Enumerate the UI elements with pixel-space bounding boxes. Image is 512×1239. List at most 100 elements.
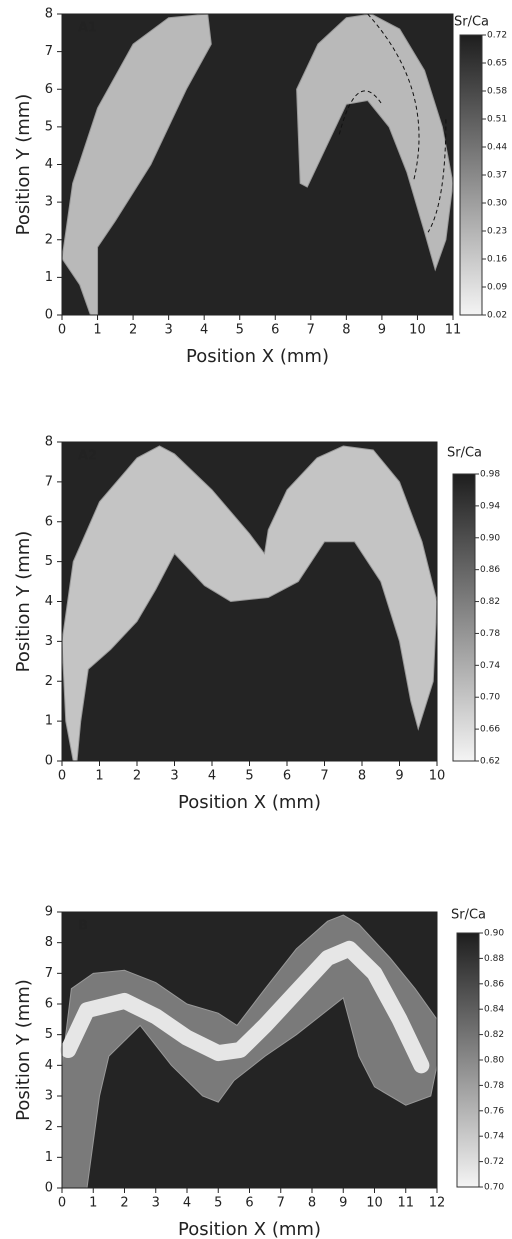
x-tick-label: 5: [236, 323, 244, 338]
y-tick-label: 3: [45, 195, 53, 210]
x-tick-label: 3: [170, 769, 178, 784]
colorbar-tick-label: 0.84: [484, 1005, 504, 1015]
x-tick-label: 6: [283, 769, 291, 784]
y-tick-label: 1: [45, 1150, 53, 1165]
x-axis-label: Position X (mm): [178, 1219, 321, 1239]
x-tick-label: 10: [429, 769, 446, 784]
colorbar-tick-label: 0.58: [487, 87, 507, 97]
x-tick-label: 4: [208, 769, 216, 784]
y-tick-label: 4: [45, 157, 53, 172]
y-tick-label: 3: [45, 1089, 53, 1104]
colorbar-tick-label: 0.82: [484, 1030, 504, 1040]
colorbar-tick-label: 0.62: [480, 757, 500, 767]
x-tick-label: 10: [366, 1196, 383, 1211]
x-tick-label: 2: [133, 769, 141, 784]
colorbar: [457, 933, 479, 1187]
x-tick-label: 12: [429, 1196, 446, 1211]
y-tick-label: 9: [45, 905, 53, 920]
colorbar-tick-label: 0.37: [487, 171, 507, 181]
colorbar-tick-label: 0.66: [480, 725, 500, 735]
colorbar-tick-label: 0.88: [484, 954, 504, 964]
colorbar-tick-label: 0.74: [484, 1132, 504, 1142]
y-tick-label: 6: [45, 514, 53, 529]
colorbar-tick-label: 0.86: [480, 565, 500, 575]
x-tick-label: 7: [307, 323, 315, 338]
colorbar-tick-label: 0.72: [484, 1157, 504, 1167]
colorbar-tick-label: 0.72: [487, 31, 507, 41]
y-tick-label: 2: [45, 232, 53, 247]
panel-label: A2: [78, 449, 97, 464]
y-tick-label: 5: [45, 554, 53, 569]
y-tick-label: 0: [45, 308, 53, 323]
y-tick-label: 7: [45, 44, 53, 59]
x-tick-label: 8: [358, 769, 366, 784]
y-tick-label: 3: [45, 634, 53, 649]
x-tick-label: 6: [245, 1196, 253, 1211]
y-tick-label: 1: [45, 270, 53, 285]
colorbar-tick-label: 0.76: [484, 1106, 504, 1116]
colorbar-tick-label: 0.74: [480, 661, 500, 671]
y-axis-label: Position Y (mm): [13, 94, 34, 236]
y-tick-label: 4: [45, 1058, 53, 1073]
x-tick-label: 0: [58, 1196, 66, 1211]
y-tick-label: 6: [45, 82, 53, 97]
y-axis-label: Position Y (mm): [13, 531, 34, 673]
x-tick-label: 9: [378, 323, 386, 338]
x-tick-label: 9: [395, 769, 403, 784]
colorbar-tick-label: 0.09: [487, 283, 507, 293]
colorbar-tick-label: 0.98: [480, 470, 500, 480]
x-tick-label: 5: [214, 1196, 222, 1211]
colorbar-tick-label: 0.30: [487, 199, 507, 209]
colorbar-tick-label: 0.70: [484, 1183, 504, 1193]
colorbar-tick-label: 0.16: [487, 255, 507, 265]
x-tick-label: 10: [409, 323, 426, 338]
y-tick-label: 4: [45, 594, 53, 609]
colorbar-tick-label: 0.02: [487, 311, 507, 321]
x-tick-label: 2: [120, 1196, 128, 1211]
colorbar-tick-label: 0.78: [480, 629, 500, 639]
x-axis-label: Position X (mm): [186, 346, 329, 367]
y-tick-label: 2: [45, 1119, 53, 1134]
colorbar-tick-label: 0.86: [484, 979, 504, 989]
x-tick-label: 7: [320, 769, 328, 784]
x-tick-label: 0: [58, 323, 66, 338]
x-tick-label: 2: [129, 323, 137, 338]
colorbar: [460, 35, 482, 315]
colorbar-tick-label: 0.65: [487, 59, 507, 69]
x-tick-label: 3: [164, 323, 172, 338]
colorbar-label: Sr/Ca: [451, 908, 486, 923]
x-tick-label: 1: [89, 1196, 97, 1211]
colorbar-tick-label: 0.51: [487, 115, 507, 125]
colorbar-tick-label: 0.82: [480, 597, 500, 607]
y-tick-label: 0: [45, 754, 53, 769]
colorbar-tick-label: 0.80: [484, 1056, 504, 1066]
colorbar-tick-label: 0.90: [480, 533, 500, 543]
y-tick-label: 8: [45, 435, 53, 450]
figure: A101234567891011012345678Position X (mm)…: [0, 0, 512, 1239]
colorbar-tick-label: 0.78: [484, 1081, 504, 1091]
x-tick-label: 1: [93, 323, 101, 338]
y-tick-label: 5: [45, 1027, 53, 1042]
y-tick-label: 0: [45, 1181, 53, 1196]
x-tick-label: 11: [397, 1196, 414, 1211]
y-tick-label: 8: [45, 7, 53, 22]
x-tick-label: 1: [95, 769, 103, 784]
y-tick-label: 6: [45, 997, 53, 1012]
colorbar-tick-label: 0.44: [487, 143, 507, 153]
y-tick-label: 5: [45, 119, 53, 134]
y-tick-label: 2: [45, 674, 53, 689]
x-tick-label: 7: [277, 1196, 285, 1211]
x-tick-label: 11: [445, 323, 462, 338]
colorbar-tick-label: 0.90: [484, 929, 504, 939]
colorbar-tick-label: 0.23: [487, 227, 507, 237]
x-tick-label: 6: [271, 323, 279, 338]
x-tick-label: 8: [342, 323, 350, 338]
page: A101234567891011012345678Position X (mm)…: [0, 0, 512, 1239]
x-tick-label: 5: [245, 769, 253, 784]
colorbar-label: Sr/Ca: [447, 446, 482, 461]
panel-label: B: [78, 919, 88, 934]
colorbar-tick-label: 0.70: [480, 693, 500, 703]
y-tick-label: 7: [45, 474, 53, 489]
x-tick-label: 4: [200, 323, 208, 338]
panel-label: A1: [78, 21, 97, 36]
